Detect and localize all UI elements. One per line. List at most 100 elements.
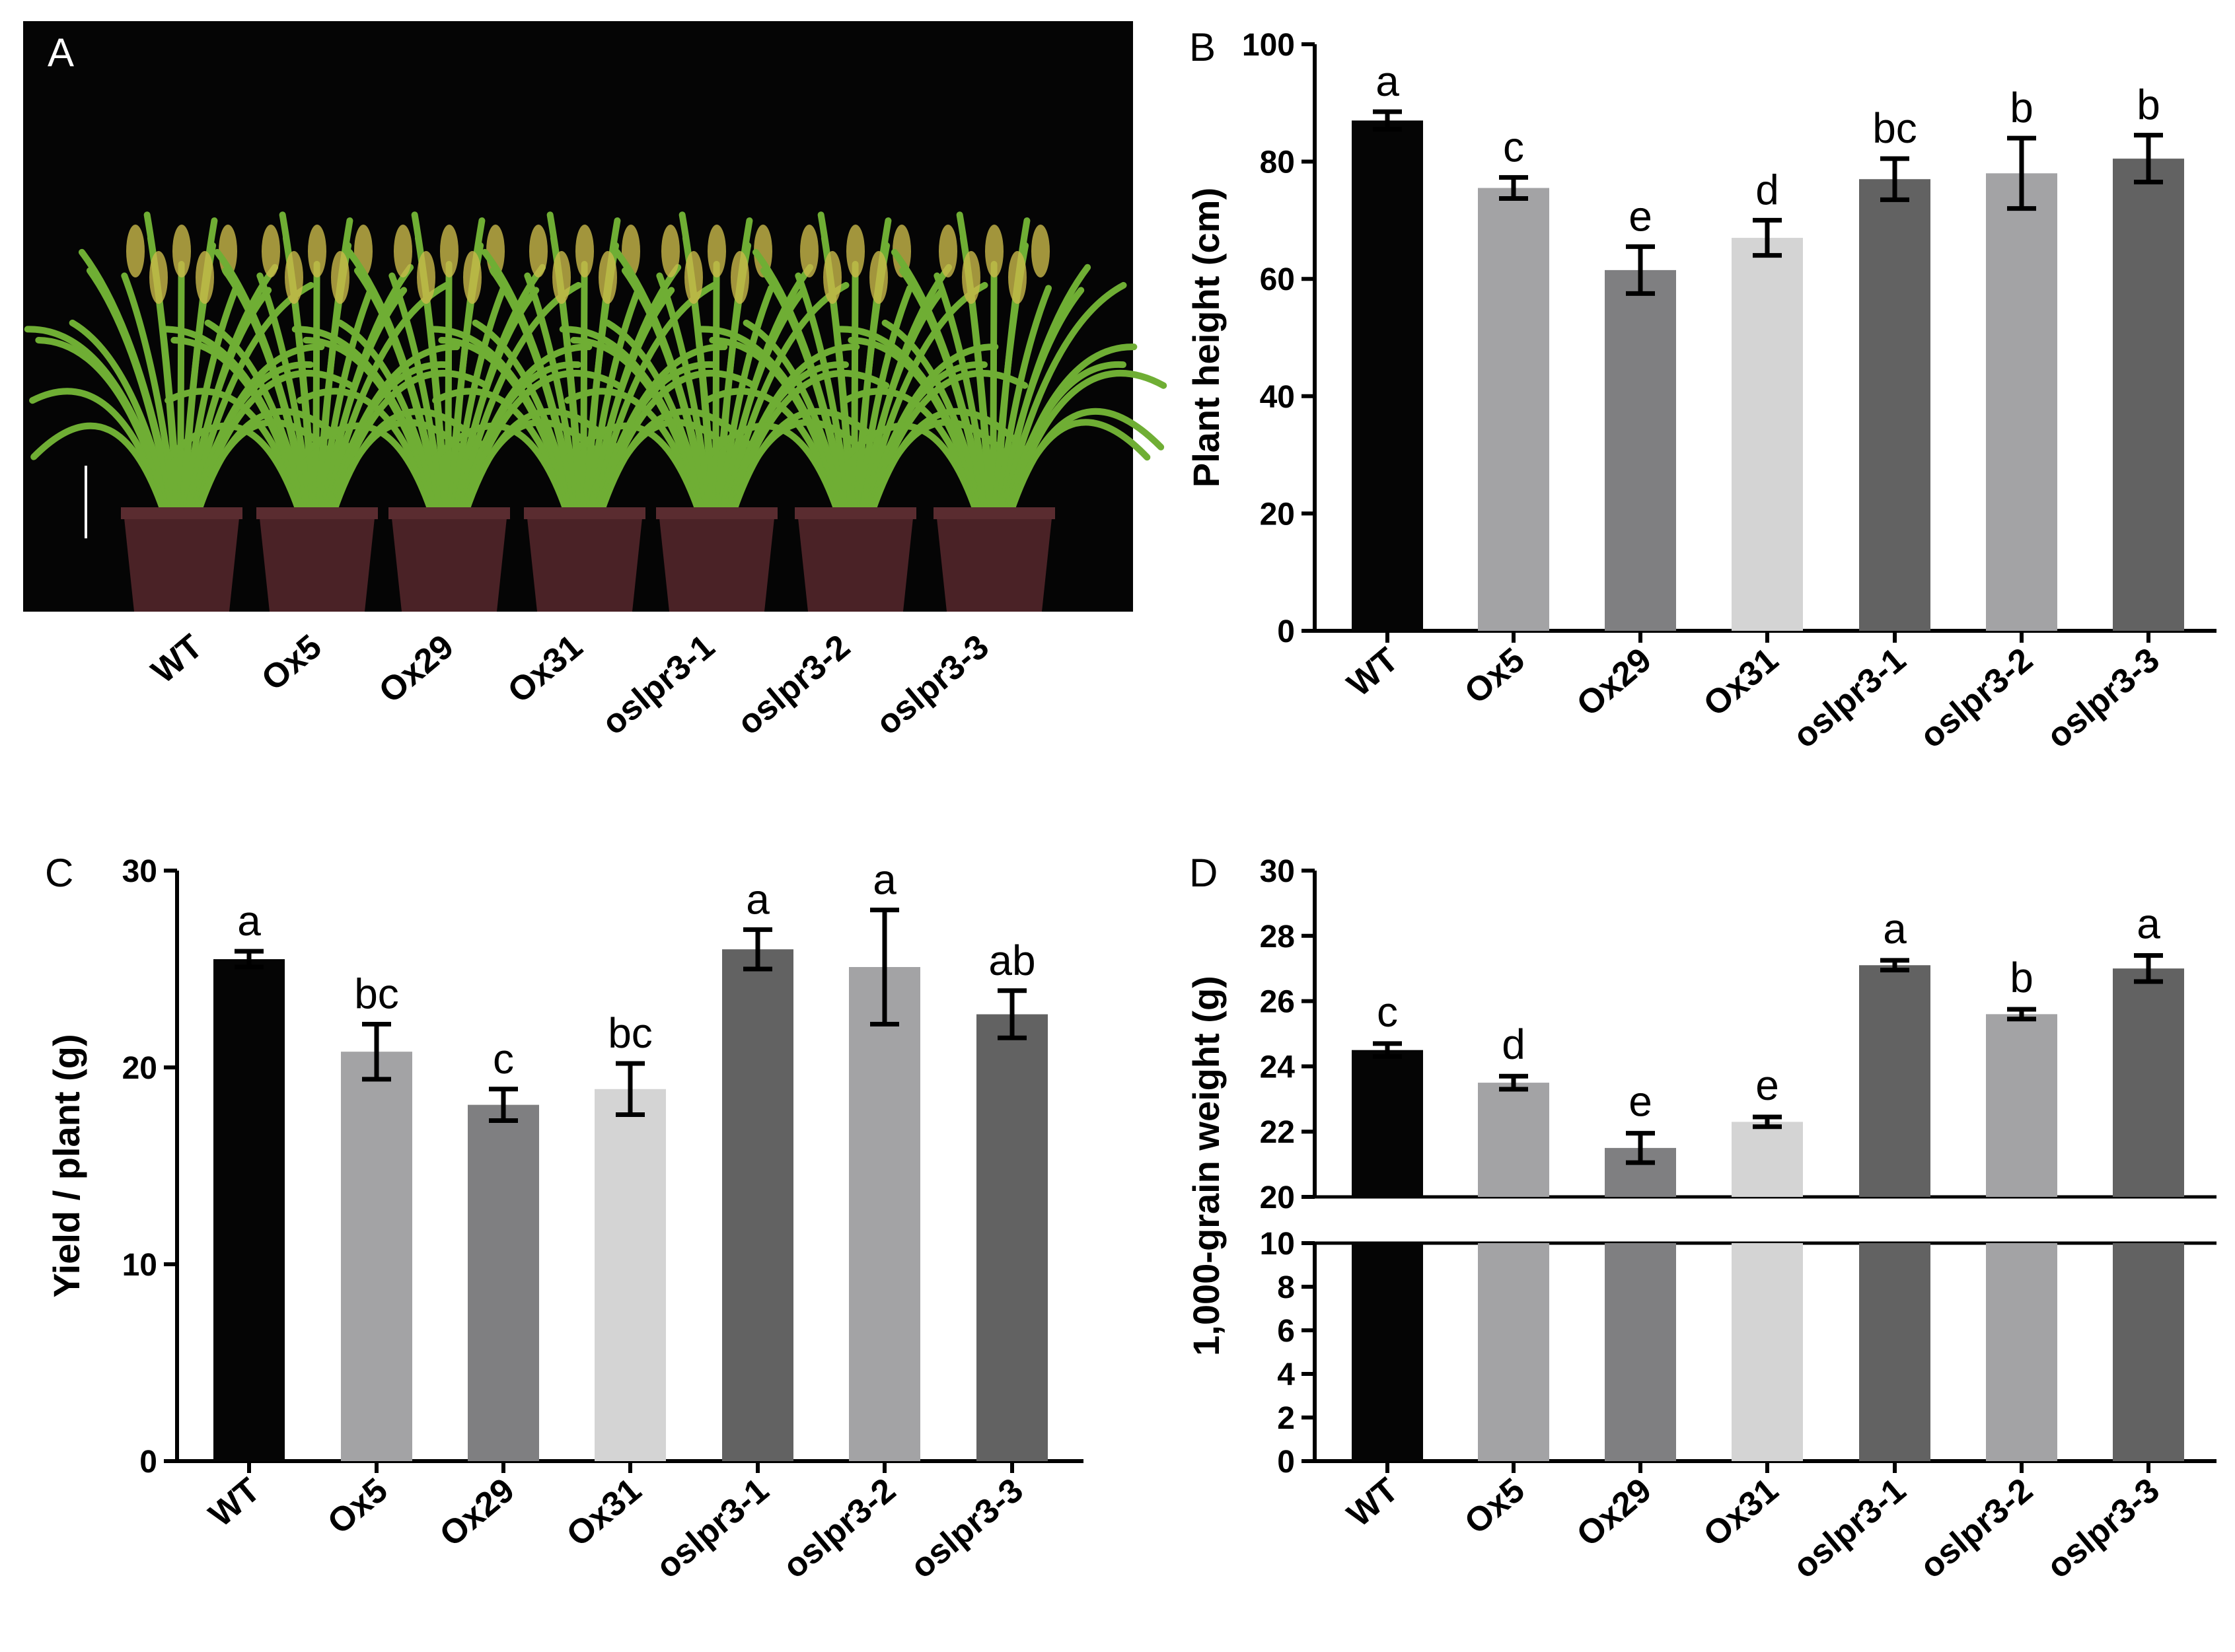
plant-6 bbox=[698, 211, 1029, 612]
panicle bbox=[285, 251, 303, 304]
leaf bbox=[990, 261, 998, 525]
y-tick-label: 0 bbox=[139, 1445, 157, 1480]
y-tick-label: 10 bbox=[122, 1248, 157, 1283]
panel-a-label-5: oslpr3-1 bbox=[595, 628, 721, 742]
bar-Ox29 bbox=[468, 1104, 539, 1461]
y-tick-label: 10 bbox=[1260, 1227, 1295, 1262]
bar-oslpr3-3 bbox=[2113, 159, 2184, 631]
x-tick-label: Ox5 bbox=[320, 1471, 395, 1542]
leaf bbox=[336, 319, 443, 525]
pot bbox=[936, 512, 1052, 612]
panel-a-photo: A WT Ox5 Ox29 Ox31 oslpr3-1 oslpr3-2 oslpr3-3 bbox=[23, 21, 1167, 742]
significance-label: a bbox=[1883, 905, 1907, 952]
panicle bbox=[1031, 225, 1050, 277]
significance-label: e bbox=[1629, 192, 1652, 240]
plant-7 bbox=[836, 211, 1167, 612]
pot-rim bbox=[656, 507, 778, 519]
leaf bbox=[817, 211, 856, 525]
panel-a-label-1: WT bbox=[145, 628, 210, 692]
x-tick-label: oslpr3-2 bbox=[1913, 641, 2039, 756]
leaf bbox=[854, 217, 892, 525]
bar-oslpr3-1 bbox=[1859, 179, 1930, 631]
leaf bbox=[481, 248, 581, 525]
pot-rim bbox=[934, 507, 1055, 519]
y-axis-label: Yield / plant (g) bbox=[46, 1034, 87, 1297]
significance-label: bc bbox=[354, 970, 399, 1017]
pot-rim bbox=[256, 507, 378, 519]
bar-lower-oslpr3-1 bbox=[1859, 1243, 1930, 1461]
pot bbox=[797, 512, 914, 612]
bar-WT bbox=[213, 959, 285, 1461]
y-tick-label: 22 bbox=[1260, 1115, 1295, 1150]
x-tick-label: oslpr3-1 bbox=[1786, 1471, 1913, 1586]
bar-upper-oslpr3-2 bbox=[1986, 1014, 2057, 1197]
x-tick-label: oslpr3-3 bbox=[2039, 641, 2166, 756]
leaf bbox=[316, 285, 375, 525]
panicle bbox=[869, 251, 888, 304]
panicle bbox=[440, 225, 458, 277]
leaf bbox=[159, 326, 310, 525]
pot bbox=[391, 512, 507, 612]
significance-label: a bbox=[2137, 900, 2160, 947]
y-tick-label: 30 bbox=[122, 854, 157, 889]
significance-label: c bbox=[493, 1035, 514, 1083]
leaf bbox=[346, 248, 446, 525]
significance-label: a bbox=[746, 875, 770, 923]
significance-label: c bbox=[1503, 124, 1524, 171]
leaf bbox=[180, 217, 218, 525]
x-tick-label: Ox29 bbox=[1570, 1471, 1659, 1554]
bar-WT bbox=[1352, 120, 1423, 631]
pot-rim bbox=[524, 507, 645, 519]
leaf bbox=[524, 272, 583, 525]
leaf bbox=[184, 264, 279, 525]
leaf bbox=[992, 217, 1031, 525]
significance-label: a bbox=[237, 897, 261, 945]
leaf bbox=[445, 261, 453, 525]
plant-5 bbox=[559, 211, 890, 612]
y-tick-label: 6 bbox=[1277, 1314, 1295, 1349]
leaf bbox=[69, 319, 176, 525]
panicle bbox=[529, 225, 548, 277]
leaf bbox=[279, 211, 318, 525]
leaf bbox=[411, 211, 450, 525]
significance-label: d bbox=[1502, 1021, 1525, 1068]
bar-upper-Ox31 bbox=[1732, 1122, 1803, 1197]
leaf bbox=[189, 370, 355, 525]
panicle bbox=[463, 251, 482, 304]
panicle bbox=[394, 225, 412, 277]
panel-b-plant-height-chart: B 0 20 40 60 80 100 Plant height (cm) a c e d bc b b WT… bbox=[1185, 25, 2217, 756]
pot-rim bbox=[388, 507, 510, 519]
panicle bbox=[985, 225, 1004, 277]
leaf bbox=[580, 261, 588, 525]
bar-Ox29 bbox=[1605, 269, 1676, 631]
y-tick-label: 26 bbox=[1260, 985, 1295, 1020]
bar-oslpr3-3 bbox=[976, 1014, 1048, 1461]
pot bbox=[527, 512, 643, 612]
y-axis-label: Plant height (cm) bbox=[1185, 188, 1227, 487]
x-tick-label: oslpr3-3 bbox=[903, 1471, 1030, 1586]
x-tick-label: Ox31 bbox=[1697, 641, 1786, 724]
x-tick-label: Ox5 bbox=[1457, 1471, 1532, 1542]
leaf bbox=[204, 319, 311, 525]
panicle bbox=[708, 225, 726, 277]
bar-lower-Ox5 bbox=[1478, 1243, 1549, 1461]
leaf bbox=[998, 281, 1127, 525]
leaf bbox=[315, 217, 353, 525]
y-tick-label: 100 bbox=[1242, 28, 1295, 63]
leaf bbox=[78, 248, 178, 525]
leaf bbox=[24, 326, 174, 525]
y-tick-label: 0 bbox=[1277, 1445, 1295, 1480]
y-tick-label: 2 bbox=[1277, 1401, 1295, 1436]
panel-d-letter: D bbox=[1189, 851, 1218, 895]
bar-lower-oslpr3-2 bbox=[1986, 1243, 2057, 1461]
panicle bbox=[575, 225, 594, 277]
y-tick-label: 80 bbox=[1260, 145, 1295, 180]
x-tick-label: oslpr3-2 bbox=[776, 1471, 902, 1586]
y-tick-label: 20 bbox=[1260, 1180, 1295, 1215]
y-tick-label: 4 bbox=[1277, 1357, 1295, 1392]
x-tick-label: WT bbox=[202, 1471, 268, 1535]
plants-group bbox=[24, 211, 1167, 612]
leaf bbox=[891, 248, 991, 525]
leaf bbox=[858, 264, 953, 525]
leaf bbox=[121, 272, 180, 525]
